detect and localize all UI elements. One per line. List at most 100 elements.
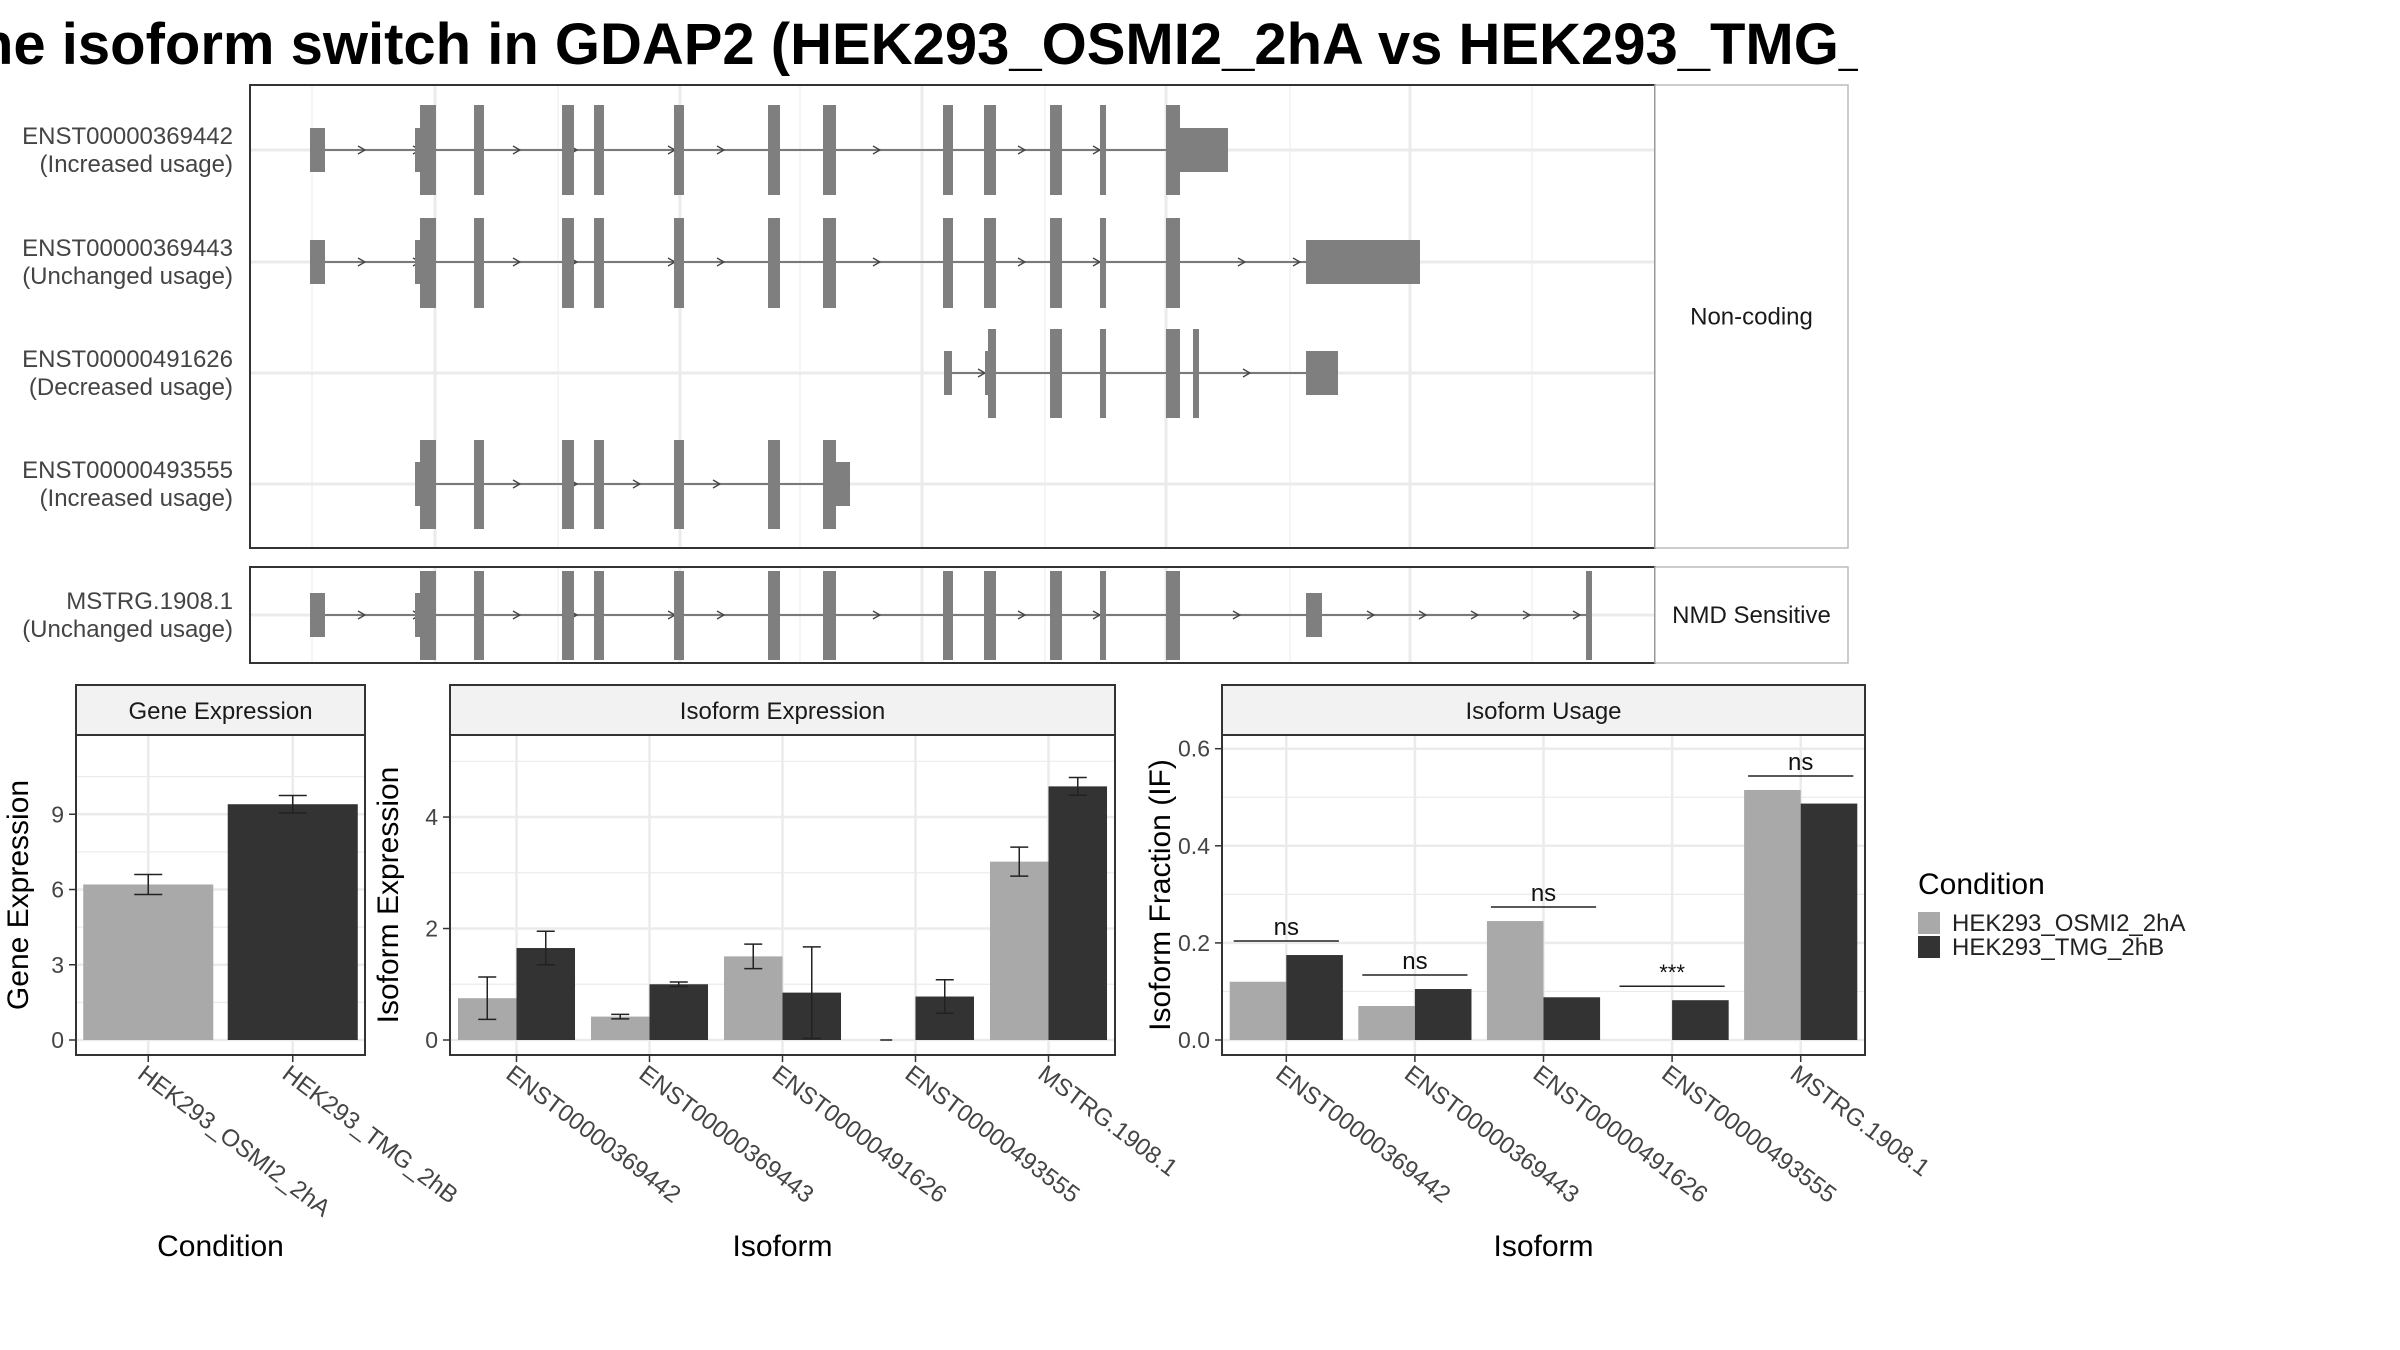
intron-arrow <box>1366 610 1376 620</box>
legend-title: Condition <box>1918 868 2045 901</box>
exon <box>562 440 574 529</box>
exon <box>674 218 684 308</box>
exon <box>562 105 574 195</box>
exon <box>823 105 836 195</box>
y-tick-label: 0 <box>425 1027 438 1053</box>
transcript-track <box>415 440 850 529</box>
y-tick-label: 3 <box>51 952 64 978</box>
legend-swatch <box>1918 912 1940 934</box>
panel-title: Gene Expression <box>128 698 312 725</box>
panel-strip <box>75 684 366 736</box>
intron-arrow <box>1572 610 1582 620</box>
exon <box>1306 593 1322 637</box>
bar <box>1358 1006 1415 1040</box>
panel-strip <box>449 684 1116 736</box>
transcript-id-label: ENST00000369442 <box>22 123 233 150</box>
intron-arrow <box>1242 368 1252 378</box>
exon <box>674 571 684 660</box>
exon <box>984 571 996 660</box>
exon <box>768 440 780 529</box>
exon <box>1050 329 1062 418</box>
exon <box>474 571 484 660</box>
facet-label-noncoding: Non-coding <box>1690 304 1813 331</box>
exon <box>420 218 436 308</box>
panel-title: Isoform Usage <box>1465 698 1621 725</box>
intron-arrow <box>1017 145 1027 155</box>
y-axis-title: Isoform Expression <box>372 767 405 1024</box>
intron-arrow <box>1232 610 1242 620</box>
bar <box>1672 1000 1729 1040</box>
intron-arrow <box>1418 610 1428 620</box>
y-tick-label: 0 <box>51 1027 64 1053</box>
bar <box>83 884 214 1040</box>
intron-arrow <box>1470 610 1480 620</box>
exon <box>1306 351 1338 395</box>
bar <box>1543 997 1601 1040</box>
facet-strip <box>1654 84 1849 549</box>
exon <box>562 218 574 308</box>
bar <box>1800 803 1858 1040</box>
exon <box>474 440 484 529</box>
exon <box>562 571 574 660</box>
exon <box>1166 218 1180 308</box>
exon <box>420 105 436 195</box>
exon <box>1100 218 1106 308</box>
exon <box>420 571 436 660</box>
exon <box>310 593 325 637</box>
bar <box>590 1016 650 1040</box>
transcript-usage-label: (Unchanged usage) <box>22 616 233 643</box>
exon <box>1180 128 1228 172</box>
exon <box>1166 571 1180 660</box>
exon <box>984 218 996 308</box>
transcript-usage-label: (Increased usage) <box>40 485 233 512</box>
bar <box>1744 789 1801 1040</box>
intron-arrow <box>512 610 522 620</box>
intron-arrow <box>1017 257 1027 267</box>
intron-arrow <box>716 145 726 155</box>
bar <box>1286 955 1343 1040</box>
bar <box>1048 786 1108 1040</box>
intron-arrow <box>1237 257 1247 267</box>
bar <box>723 956 783 1040</box>
exon <box>1050 105 1062 195</box>
intron-arrow <box>357 145 367 155</box>
bar <box>989 861 1049 1040</box>
intron-arrow <box>712 479 722 489</box>
transcript-track <box>310 105 1228 195</box>
exon <box>1100 329 1106 418</box>
exon <box>674 105 684 195</box>
exon <box>984 105 996 195</box>
exon <box>943 218 953 308</box>
x-tick-label: MSTRG.1908.1 <box>1033 1060 1182 1182</box>
intron-arrow <box>716 610 726 620</box>
exon <box>420 440 436 529</box>
transcript-id-label: ENST00000491626 <box>22 346 233 373</box>
exon <box>836 462 850 506</box>
significance-label: ns <box>1788 749 1813 776</box>
exon <box>944 351 952 395</box>
exon <box>943 571 953 660</box>
exon <box>1050 571 1062 660</box>
transcript-track <box>310 218 1420 308</box>
y-tick-label: 0.2 <box>1178 930 1210 956</box>
intron-arrow <box>716 257 726 267</box>
y-tick-label: 0.0 <box>1178 1027 1210 1053</box>
transcript-id-label: ENST00000493555 <box>22 457 233 484</box>
exon <box>768 218 780 308</box>
intron-arrow <box>872 610 882 620</box>
significance-label: ns <box>1531 880 1556 907</box>
y-tick-label: 9 <box>51 801 64 827</box>
y-tick-label: 4 <box>425 804 438 830</box>
intron-arrow <box>512 479 522 489</box>
exon <box>1166 105 1180 195</box>
exon <box>1586 571 1592 660</box>
exon <box>1100 571 1106 660</box>
intron-arrow <box>872 257 882 267</box>
intron-arrow <box>632 479 642 489</box>
exon <box>943 105 953 195</box>
bar <box>649 984 709 1040</box>
exon <box>474 105 484 195</box>
facet-strip <box>1654 566 1849 664</box>
page-title: he isoform switch in GDAP2 (HEK293_OSMI2… <box>0 12 1858 77</box>
